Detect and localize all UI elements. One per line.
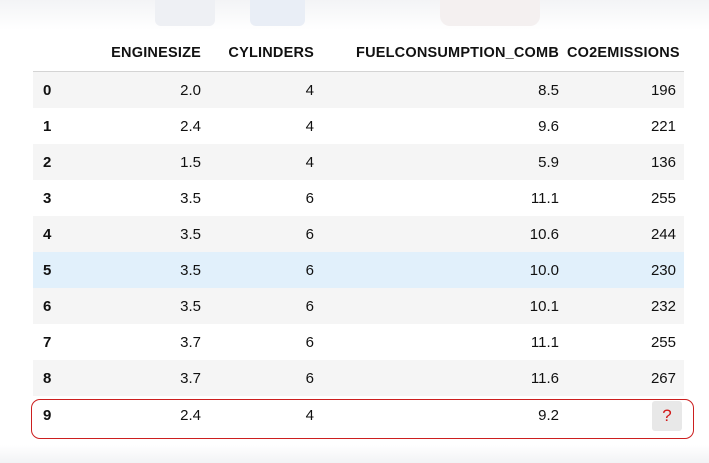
cell-fuelconsumption: 11.6: [322, 360, 567, 396]
table-row-highlighted: 9 2.4 4 9.2 ?: [33, 396, 684, 435]
cell-enginesize: 3.7: [69, 324, 209, 360]
table-row: 6 3.5 6 10.1 232: [33, 288, 684, 324]
cell-fuelconsumption: 9.6: [322, 108, 567, 144]
cell-enginesize: 3.5: [69, 252, 209, 288]
row-index: 5: [33, 252, 69, 288]
cell-cylinders: 6: [209, 180, 322, 216]
cell-enginesize: 2.0: [69, 71, 209, 108]
cell-cylinders: 4: [209, 108, 322, 144]
cell-enginesize: 2.4: [69, 108, 209, 144]
blurred-shape: [155, 0, 215, 26]
table-row: 1 2.4 4 9.6 221: [33, 108, 684, 144]
cell-co2emissions: 244: [567, 216, 684, 252]
cell-cylinders: 6: [209, 252, 322, 288]
cell-cylinders: 6: [209, 216, 322, 252]
cell-enginesize: 3.5: [69, 288, 209, 324]
cell-cylinders: 6: [209, 324, 322, 360]
cell-cylinders: 6: [209, 288, 322, 324]
row-index: 9: [33, 396, 69, 435]
cell-fuelconsumption: 9.2: [322, 396, 567, 435]
cell-enginesize: 1.5: [69, 144, 209, 180]
cell-cylinders: 4: [209, 144, 322, 180]
row-index: 7: [33, 324, 69, 360]
cell-cylinders: 6: [209, 360, 322, 396]
table-row: 4 3.5 6 10.6 244: [33, 216, 684, 252]
cell-co2emissions: 267: [567, 360, 684, 396]
blurred-shape: [250, 0, 305, 26]
cell-cylinders: 4: [209, 396, 322, 435]
row-index: 8: [33, 360, 69, 396]
row-index: 0: [33, 71, 69, 108]
cell-enginesize: 3.5: [69, 180, 209, 216]
cell-enginesize: 2.4: [69, 396, 209, 435]
row-index: 1: [33, 108, 69, 144]
row-index: 3: [33, 180, 69, 216]
dataframe-output: ENGINESIZE CYLINDERS FUELCONSUMPTION_COM…: [33, 34, 684, 435]
cell-fuelconsumption: 11.1: [322, 324, 567, 360]
cell-co2emissions: 196: [567, 71, 684, 108]
table-row: 3 3.5 6 11.1 255: [33, 180, 684, 216]
cell-fuelconsumption: 5.9: [322, 144, 567, 180]
row-index: 4: [33, 216, 69, 252]
cell-fuelconsumption: 10.0: [322, 252, 567, 288]
dataframe-table: ENGINESIZE CYLINDERS FUELCONSUMPTION_COM…: [33, 34, 684, 435]
table-row: 8 3.7 6 11.6 267: [33, 360, 684, 396]
cell-fuelconsumption: 8.5: [322, 71, 567, 108]
cell-co2emissions: 230: [567, 252, 684, 288]
blurred-shape: [440, 0, 540, 26]
cell-co2emissions: 136: [567, 144, 684, 180]
column-header-cylinders: CYLINDERS: [209, 34, 322, 72]
table-row: 2 1.5 4 5.9 136: [33, 144, 684, 180]
cell-co2emissions: 255: [567, 324, 684, 360]
cell-co2emissions: 221: [567, 108, 684, 144]
blurred-top-bar: [0, 0, 709, 30]
unknown-value-marker: ?: [652, 400, 682, 431]
cell-enginesize: 3.7: [69, 360, 209, 396]
row-index: 6: [33, 288, 69, 324]
table-row: 7 3.7 6 11.1 255: [33, 324, 684, 360]
row-index: 2: [33, 144, 69, 180]
table-row-hovered: 5 3.5 6 10.0 230: [33, 252, 684, 288]
column-header-fuelconsumption-comb: FUELCONSUMPTION_COMB: [322, 34, 567, 72]
cell-enginesize: 3.5: [69, 216, 209, 252]
header-row: ENGINESIZE CYLINDERS FUELCONSUMPTION_COM…: [33, 34, 684, 72]
cell-co2emissions-unknown: ?: [567, 396, 684, 435]
blurred-bottom-bar: [0, 445, 709, 463]
cell-fuelconsumption: 11.1: [322, 180, 567, 216]
cell-co2emissions: 255: [567, 180, 684, 216]
table-row: 0 2.0 4 8.5 196: [33, 71, 684, 108]
column-header-co2emissions: CO2EMISSIONS: [567, 34, 684, 72]
cell-cylinders: 4: [209, 71, 322, 108]
index-header: [33, 34, 69, 72]
cell-fuelconsumption: 10.6: [322, 216, 567, 252]
column-header-enginesize: ENGINESIZE: [69, 34, 209, 72]
cell-fuelconsumption: 10.1: [322, 288, 567, 324]
cell-co2emissions: 232: [567, 288, 684, 324]
